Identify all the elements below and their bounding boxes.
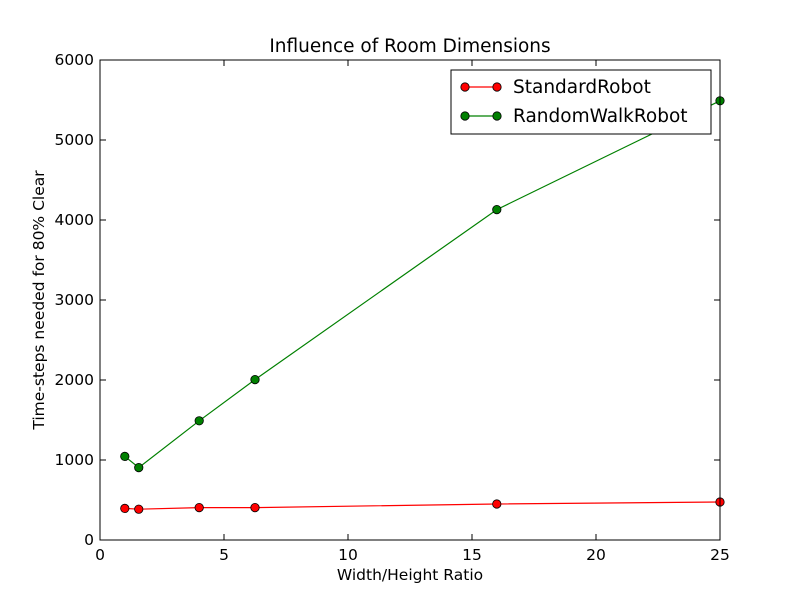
y-tick-label: 3000 bbox=[55, 291, 94, 309]
data-point-1-3 bbox=[250, 374, 260, 385]
data-point-0-2 bbox=[194, 502, 204, 513]
x-tick-label: 15 bbox=[462, 546, 482, 564]
legend-label-0: StandardRobot bbox=[513, 77, 651, 98]
x-tick-label: 25 bbox=[710, 546, 730, 564]
data-point-0-0 bbox=[120, 503, 130, 513]
legend-marker bbox=[492, 111, 502, 121]
y-tick-label: 6000 bbox=[55, 51, 94, 69]
x-axis-label: Width/Height Ratio bbox=[337, 566, 483, 584]
legend-marker bbox=[492, 82, 502, 92]
x-tick-label: 5 bbox=[219, 546, 229, 564]
data-point-1-4 bbox=[492, 205, 502, 215]
legend-label-1: RandomWalkRobot bbox=[513, 106, 688, 127]
data-point-0-1 bbox=[134, 504, 144, 514]
data-point-1-0 bbox=[120, 451, 130, 461]
x-tick-label: 20 bbox=[586, 546, 606, 564]
y-tick-label: 2000 bbox=[55, 371, 94, 389]
legend-box bbox=[450, 69, 712, 135]
y-tick-label: 5000 bbox=[55, 131, 94, 149]
legend: StandardRobot RandomWalkRobot bbox=[450, 69, 712, 135]
data-point-1-2 bbox=[194, 416, 204, 426]
legend-marker bbox=[460, 82, 470, 92]
data-point-0-3 bbox=[250, 502, 260, 513]
plot-area: 0 5 10 15 20 25 0 1000 2000 3000 4000 5000 6000 bbox=[55, 51, 730, 564]
data-point-0-4 bbox=[492, 499, 502, 509]
y-tick-label: 0 bbox=[84, 531, 94, 549]
chart-title: Influence of Room Dimensions bbox=[269, 36, 550, 57]
x-tick-label: 10 bbox=[338, 546, 358, 564]
y-axis-label: Time-steps needed for 80% Clear bbox=[30, 170, 48, 431]
legend-marker bbox=[460, 111, 470, 121]
y-tick-label: 4000 bbox=[55, 211, 94, 229]
x-tick-label: 0 bbox=[95, 546, 105, 564]
y-tick-label: 1000 bbox=[55, 451, 94, 469]
data-point-1-1 bbox=[134, 462, 144, 473]
